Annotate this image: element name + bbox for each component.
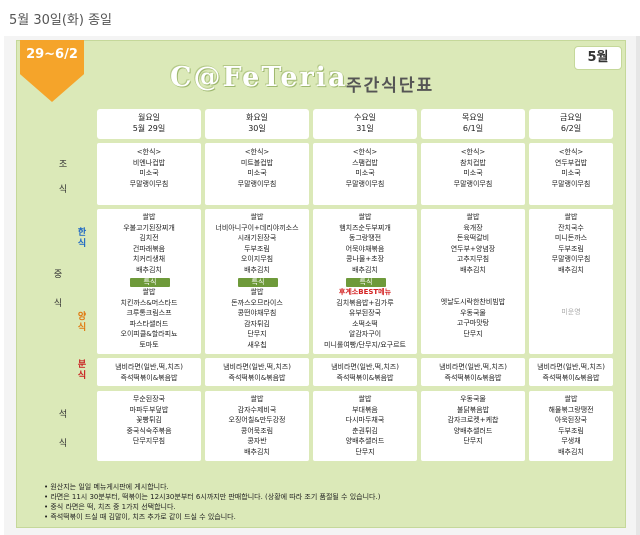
dinner-cell-tue: 쌀밥 감자수제비국 오징어칠&만두강정 콩어묵조림 콩자반 배추김치 (205, 391, 309, 461)
dinner-cell-mon: 무순된장국 마파두부덮밥 꽃빵튀김 중국식숙주볶음 단무지무침 (97, 391, 201, 461)
lunch-cell-fri: 쌀밥 잔치국수 미니돈까스 두부조림 무말랭이무침 배추김치 미운영 (529, 209, 613, 354)
menu-notes: • 원산지는 일일 메뉴게시판에 게시합니다. • 라면은 11시 30분부터,… (44, 482, 604, 522)
dinner-cell-fri: 쌀밥 해물볶그랑땡전 아욱된장국 두부조림 무생채 배추김치 (529, 391, 613, 461)
special-tag-mon: 특식 (130, 278, 170, 287)
note-line: • 즉석떡볶이 드실 때 김말이, 치즈 추가로 같이 드실 수 있습니다. (44, 513, 236, 521)
day-header-thu: 목요일 6/1일 (421, 109, 525, 139)
day-header-mon: 월요일 5월 29일 (97, 109, 201, 139)
day-name: 월요일 (137, 113, 161, 122)
note-line: • 중식 라면은 떡, 치즈 중 1가지 선택합니다. (44, 503, 176, 511)
month-tag: 5월 (574, 46, 622, 70)
snack-cell-wed: 냄비라면(일반,떡,치즈) 즉석떡볶이&볶음밥 (313, 358, 417, 386)
day-date: 6/1일 (462, 124, 484, 133)
breakfast-cell-wed: <한식> 스팸컵밥 미소국 무말랭이무침 (313, 143, 417, 205)
breakfast-cell-mon: <한식> 비엔나컵밥 미소국 무말랭이무침 (97, 143, 201, 205)
breakfast-cell-thu: <한식> 참치컵밥 미소국 무말랭이무침 (421, 143, 525, 205)
breakfast-cell-tue: <한식> 미트볼컵밥 미소국 무말랭이무침 (205, 143, 309, 205)
snack-cell-thu: 냄비라면(일반,떡,치즈) 즉석떡볶이&볶음밥 (421, 358, 525, 386)
special-tag-wed: 특식 (346, 278, 386, 287)
day-date: 5월 29일 (132, 124, 166, 133)
day-date: 31일 (356, 124, 374, 133)
period-text: 29~6/2 (26, 47, 78, 62)
lunch-cell-thu: 쌀밥 육개장 돈육떡갈비 연두부+양념장 고추지무침 배추김치 엣날도시락한찬비빔밥 우동국… (421, 209, 525, 354)
special-tag-tue: 특식 (238, 278, 278, 287)
brand-logo: C@FeTeria (170, 62, 348, 93)
breakfast-cell-fri: <한식> 연두부컵밥 미소국 무말랭이무침 (529, 143, 613, 205)
day-name: 화요일 (245, 113, 269, 122)
note-line: • 라면은 11시 30분부터, 떡볶이는 12시30분부터 6시까지만 판매합… (44, 493, 381, 501)
post-header: 5월 30일(화) 종일 (0, 0, 640, 36)
day-name: 목요일 (461, 113, 485, 122)
scrollbar[interactable] (636, 36, 640, 535)
snack-cell-fri: 냄비라면(일반,떡,치즈) 즉석떡볶이&볶음밥 (529, 358, 613, 386)
day-name: 수요일 (353, 113, 377, 122)
snack-cell-mon: 냄비라면(일반,떡,치즈) 즉석떡볶이&볶음밥 (97, 358, 201, 386)
day-header-tue: 화요일 30일 (205, 109, 309, 139)
note-line: • 원산지는 일일 메뉴게시판에 게시합니다. (44, 483, 169, 491)
day-date: 30일 (248, 124, 266, 133)
day-header-fri: 금요일 6/2일 (529, 109, 613, 139)
dinner-cell-thu: 우동국물 불닭볶음밥 감자크로켓+케찹 양배추샐러드 단무지 (421, 391, 525, 461)
dinner-cell-wed: 쌀밥 부대볶음 다시마두채국 춘권튀김 양배추샐러드 단무지 (313, 391, 417, 461)
day-name: 금요일 (559, 113, 583, 122)
day-date: 6/2일 (560, 124, 582, 133)
day-header-wed: 수요일 31일 (313, 109, 417, 139)
snack-cell-tue: 냄비라면(일반,떡,치즈) 즉석떡볶이&볶음밥 (205, 358, 309, 386)
menu-subtitle: 주간식단표 (346, 76, 435, 96)
post-title[interactable]: 5월 30일(화) 종일 (9, 13, 113, 28)
